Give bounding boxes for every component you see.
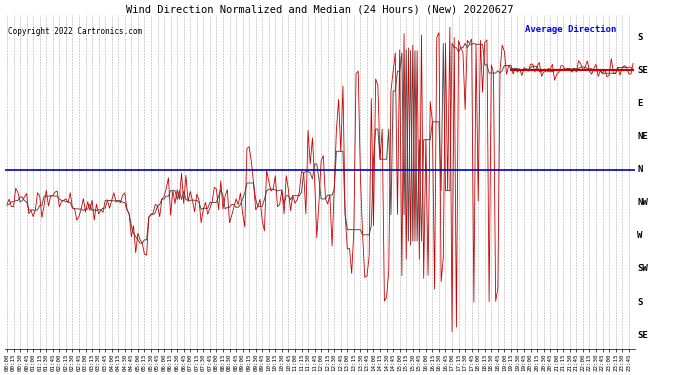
Title: Wind Direction Normalized and Median (24 Hours) (New) 20220627: Wind Direction Normalized and Median (24…	[126, 4, 514, 14]
Text: NW: NW	[638, 198, 648, 207]
Text: Average Direction: Average Direction	[525, 25, 616, 34]
Text: N: N	[638, 165, 643, 174]
Text: E: E	[638, 99, 643, 108]
Text: SW: SW	[638, 264, 648, 273]
Text: W: W	[638, 231, 643, 240]
Text: S: S	[638, 33, 643, 42]
Text: S: S	[638, 297, 643, 306]
Text: NE: NE	[638, 132, 648, 141]
Text: SE: SE	[638, 331, 648, 340]
Text: SE: SE	[638, 66, 648, 75]
Text: Copyright 2022 Cartronics.com: Copyright 2022 Cartronics.com	[8, 27, 142, 36]
